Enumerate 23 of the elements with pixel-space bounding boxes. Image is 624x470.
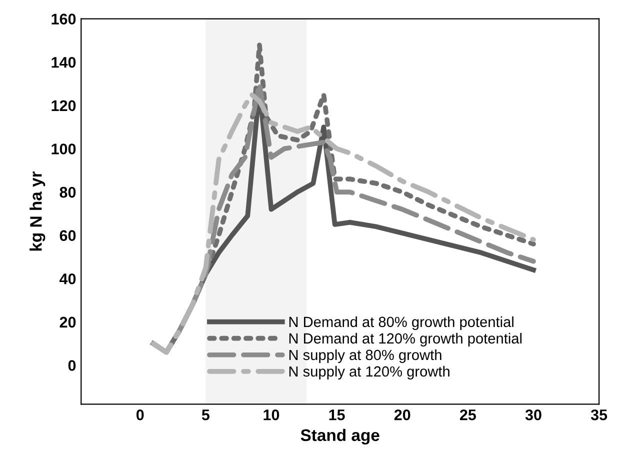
y-tick-label: 40 xyxy=(60,273,76,284)
x-tick-label: 25 xyxy=(460,409,476,420)
y-tick-label: 80 xyxy=(60,186,76,198)
x-tick-label: 5 xyxy=(202,410,210,420)
y-tick-label: 60 xyxy=(60,230,76,242)
y-tick-label: 160 xyxy=(52,14,76,24)
y-tick-label: 100 xyxy=(52,144,76,154)
x-tick-label: 10 xyxy=(264,409,280,420)
y-tick-label: 20 xyxy=(60,316,76,328)
legend-label: N Demand at 80% growth potential xyxy=(289,316,514,330)
y-tick-label: 0 xyxy=(68,360,76,371)
x-tick-label: 20 xyxy=(394,409,410,420)
legend-label: N Demand at 120% growth potential xyxy=(289,332,522,346)
x-tick-label: 15 xyxy=(329,410,345,420)
x-axis-title: Stand age xyxy=(300,428,380,444)
y-axis-title: kg N ha yr xyxy=(30,171,46,251)
x-tick-label: 30 xyxy=(525,409,542,420)
x-tick-label: 35 xyxy=(590,409,608,420)
y-tick-label: 120 xyxy=(52,100,76,112)
legend-label: N supply at 80% growth xyxy=(289,349,442,363)
y-tick-label: 140 xyxy=(52,56,76,68)
legend-label: N supply at 120% growth xyxy=(289,366,450,380)
x-tick-label: 0 xyxy=(136,409,144,420)
